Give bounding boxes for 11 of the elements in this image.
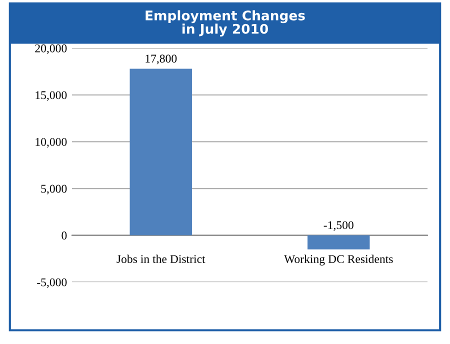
y-tick-label: 15,000 — [36, 91, 67, 101]
chart-title: Employment Changes in July 2010 — [146, 10, 305, 37]
data-label: 17,800 — [146, 54, 177, 64]
y-tick-label: 20,000 — [35, 44, 67, 54]
y-tick-label: -5,000 — [37, 278, 67, 288]
y-tick-label: 5,000 — [41, 184, 67, 194]
data-label: -1,500 — [324, 221, 354, 231]
x-tick-label: Jobs in the District — [116, 254, 206, 264]
x-tick-label: Working DC Residents — [284, 254, 393, 266]
y-tick-label: 0 — [62, 232, 67, 240]
y-tick-label: 10,000 — [36, 138, 67, 148]
